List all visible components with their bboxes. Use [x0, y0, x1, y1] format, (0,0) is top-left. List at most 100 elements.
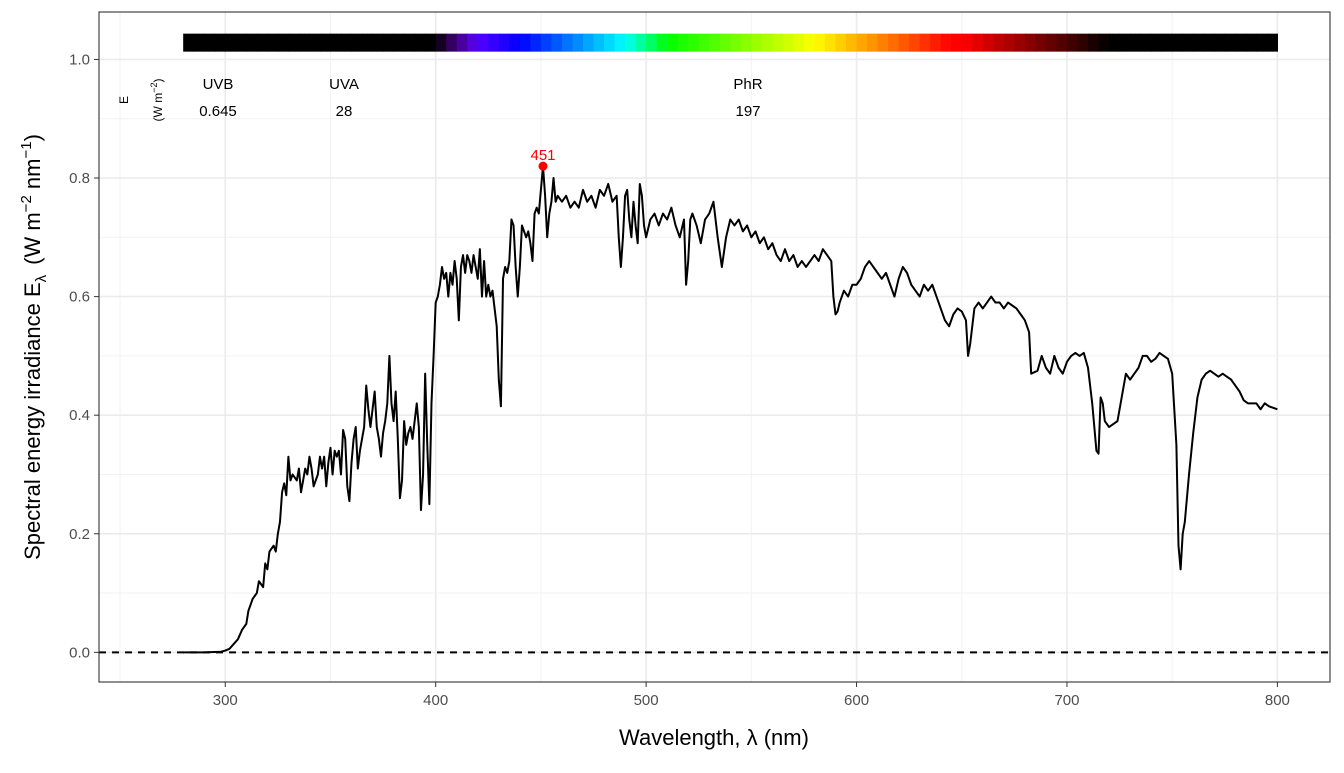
x-tick-label: 400	[423, 692, 448, 709]
color-bar-segment	[888, 33, 900, 52]
band-name-phr: PhR	[733, 76, 762, 93]
color-bar-segment	[1203, 33, 1215, 52]
color-bar-segment	[614, 33, 626, 52]
color-bar-segment	[824, 33, 837, 52]
color-bar-segment	[383, 33, 395, 52]
color-bar-segment	[1119, 33, 1131, 52]
color-bar-segment	[646, 33, 658, 52]
color-bar-segment	[846, 33, 858, 52]
color-bar-segment	[593, 33, 605, 52]
color-bar-segment	[309, 33, 321, 52]
color-bar-segment	[793, 33, 805, 52]
color-bar-segment	[667, 33, 679, 52]
color-bar-segment	[477, 33, 489, 52]
y-tick-label: 1.0	[69, 51, 90, 68]
color-bar-segment	[961, 33, 973, 52]
color-bar-segment	[930, 33, 942, 52]
color-bar-segment	[488, 33, 500, 52]
x-tick-label: 700	[1054, 692, 1079, 709]
color-bar-segment	[1003, 33, 1015, 52]
color-bar-segment	[225, 33, 237, 52]
color-bar-segment	[1130, 33, 1142, 52]
band-units-close: )	[151, 79, 165, 83]
color-bar-segment	[856, 33, 868, 52]
color-bar-segment	[435, 33, 447, 52]
color-bar	[183, 33, 1278, 52]
plot-panel	[99, 12, 1330, 682]
color-bar-segment	[951, 33, 963, 52]
color-bar-segment	[1214, 33, 1226, 52]
color-bar-segment	[877, 33, 889, 52]
color-bar-segment	[246, 33, 258, 52]
x-tick-label: 500	[634, 692, 659, 709]
color-bar-segment	[362, 33, 374, 52]
band-value-uvb: 0.645	[199, 103, 237, 120]
color-bar-segment	[456, 33, 468, 52]
color-bar-segment	[414, 33, 426, 52]
color-bar-segment	[330, 33, 342, 52]
peak-point	[538, 161, 548, 171]
color-bar-segment	[1182, 33, 1194, 52]
x-tick-label: 800	[1265, 692, 1290, 709]
color-bar-segment	[719, 33, 731, 52]
y-axis-title-units-close: )	[20, 134, 45, 141]
color-bar-segment	[909, 33, 921, 52]
y-axis-title: Spectral energy irradiance Eλ (W m−2 nm−1…	[18, 134, 50, 560]
y-tick-label: 0.2	[69, 526, 90, 543]
color-bar-segment	[530, 33, 542, 52]
color-bar-segment	[572, 33, 584, 52]
color-bar-segment	[1066, 33, 1079, 52]
band-name-uvb: UVB	[203, 76, 234, 93]
color-bar-segment	[1256, 33, 1268, 52]
color-bar-segment	[698, 33, 710, 52]
color-bar-segment	[782, 33, 795, 52]
band-name-uva: UVA	[329, 76, 359, 93]
color-bar-segment	[688, 33, 700, 52]
color-bar-segment	[1056, 33, 1068, 52]
y-tick-label: 0.4	[69, 407, 90, 424]
color-bar-segment	[635, 33, 647, 52]
color-bar-segment	[867, 33, 879, 52]
color-bar-segment	[509, 33, 521, 52]
color-bar-segment	[183, 33, 195, 52]
color-bar-segment	[898, 33, 910, 52]
color-bar-segment	[709, 33, 721, 52]
color-bar-segment	[730, 33, 742, 52]
band-quantity-label: E	[117, 96, 131, 104]
y-axis-title-units-open: (W m	[20, 212, 45, 265]
color-bar-segment	[1088, 33, 1100, 52]
color-bar-segment	[1172, 33, 1184, 52]
color-bar-segment	[340, 33, 353, 52]
band-units-text: (W m	[151, 93, 165, 122]
color-bar-segment	[214, 33, 226, 52]
band-value-phr: 197	[735, 103, 760, 120]
spectrum-line	[183, 165, 1278, 654]
color-bar-segment	[298, 33, 311, 52]
line-layer	[99, 165, 1330, 654]
color-bar-segment	[751, 33, 763, 52]
color-bar-segment	[467, 33, 479, 52]
color-bar-segment	[193, 33, 205, 52]
x-tick-label: 600	[844, 692, 869, 709]
color-bar-segment	[235, 33, 247, 52]
color-bar-segment	[740, 33, 752, 52]
color-bar-segment	[582, 33, 595, 52]
x-axis-title: Wavelength, λ (nm)	[619, 725, 809, 750]
band-units-label: (W m−2)	[149, 79, 165, 122]
color-bar-segment	[288, 33, 300, 52]
color-bar-segment	[1045, 33, 1058, 52]
color-bar-segment	[677, 33, 689, 52]
color-bar-segment	[372, 33, 384, 52]
color-bar-segment	[393, 33, 405, 52]
color-bar-segment	[1266, 33, 1278, 52]
color-bar-segment	[404, 33, 416, 52]
color-bar-segment	[656, 33, 668, 52]
x-tick-label: 300	[213, 692, 238, 709]
y-axis-title-units-exp2: −1	[18, 141, 35, 158]
color-bar-segment	[351, 33, 363, 52]
band-value-uva: 28	[336, 103, 353, 120]
color-bar-segment	[498, 33, 510, 52]
color-bar-segment	[519, 33, 531, 52]
color-bar-segment	[561, 33, 574, 52]
